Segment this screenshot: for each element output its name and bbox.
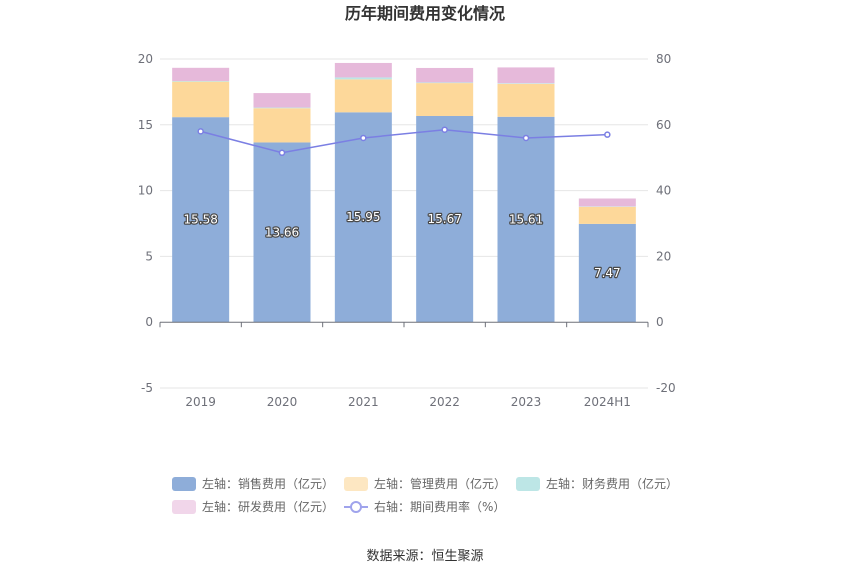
legend-label-expense-rate: 右轴：期间费用率（%） — [374, 500, 506, 514]
line-series — [197, 126, 611, 157]
bar-data-label: 13.66 — [265, 225, 299, 239]
data-labels: 15.58 13.66 15.95 15.67 15.61 7.47 — [182, 209, 622, 281]
bar-segment — [578, 223, 636, 323]
x-axis-tick-label: 2021 — [348, 395, 379, 409]
right-axis-tick-label: 60 — [656, 118, 671, 132]
bar-data-label: 15.67 — [427, 212, 461, 226]
bar-segment — [334, 77, 392, 80]
bar-segment — [334, 62, 392, 78]
bar-segment — [497, 83, 555, 84]
legend-swatch-sales — [172, 476, 196, 491]
bar-segment — [253, 107, 311, 109]
expense-rate-point — [360, 134, 367, 142]
expense-rate-point — [278, 149, 286, 157]
bar-segment — [172, 80, 230, 82]
source-note: 数据来源：恒生聚源 — [366, 549, 484, 564]
left-axis-tick-label: -5 — [141, 381, 153, 395]
bar-segment — [578, 198, 636, 207]
bar-segment — [172, 117, 230, 323]
right-axis-tick-label: 40 — [656, 184, 671, 198]
bar-data-label: 15.95 — [346, 210, 380, 224]
legend-item-expense-rate[interactable]: 右轴：期间费用率（%） — [344, 498, 505, 515]
right-axis-tick-label: 80 — [656, 52, 671, 66]
right-axis-tick-label: 0 — [656, 315, 664, 329]
bar-data-label: 15.58 — [183, 213, 217, 227]
legend-swatch-admin — [344, 476, 368, 491]
bar-segment — [334, 79, 392, 113]
chart-svg: 历年期间费用变化情况 -5 0 5 10 15 20 -20 0 20 40 60 80 2019 202… — [138, 4, 676, 409]
bar-segment — [172, 67, 230, 81]
right-axis-tick-label: -20 — [656, 381, 676, 395]
bar-segment — [497, 116, 555, 323]
legend-label-sales: 左轴：销售费用（亿元） — [202, 477, 335, 491]
bar-segment — [334, 112, 392, 323]
legend-swatch-finance — [516, 476, 540, 491]
bar-series — [172, 62, 636, 323]
bar-segment — [416, 82, 474, 84]
legend-item-rnd[interactable]: 左轴：研发费用（亿元） — [172, 498, 344, 515]
x-axis-tick-label: 2019 — [185, 395, 216, 409]
legend-label-rnd: 左轴：研发费用（亿元） — [202, 500, 335, 514]
axes: -5 0 5 10 15 20 -20 0 20 40 60 80 2019 2020 2021 2022 20… — [138, 52, 676, 409]
legend: 左轴：销售费用（亿元） 左轴：管理费用（亿元） 左轴：财务费用（亿元） 左轴：研… — [172, 472, 692, 518]
bar-segment — [497, 67, 555, 84]
legend-item-sales[interactable]: 左轴：销售费用（亿元） — [172, 475, 344, 492]
legend-line-icon — [344, 500, 368, 513]
bar-segment — [416, 115, 474, 323]
expense-rate-point — [197, 128, 204, 135]
expense-rate-line — [200, 128, 608, 154]
bar-segment — [172, 81, 230, 118]
left-axis-tick-label: 10 — [138, 184, 153, 198]
legend-item-admin[interactable]: 左轴：管理费用（亿元） — [344, 475, 516, 492]
legend-label-finance: 左轴：财务费用（亿元） — [546, 477, 679, 491]
expense-rate-point — [604, 131, 611, 138]
bar-data-label: 15.61 — [509, 212, 543, 226]
chart-title: 历年期间费用变化情况 — [345, 4, 505, 23]
right-axis-tick-label: 20 — [656, 249, 671, 263]
left-axis-tick-label: 20 — [138, 52, 153, 66]
left-axis-tick-label: 5 — [145, 249, 153, 263]
x-axis-tick-label: 2023 — [511, 395, 542, 409]
left-axis-tick-label: 15 — [138, 118, 153, 132]
x-axis-tick-label: 2022 — [429, 395, 460, 409]
left-axis-tick-label: 0 — [145, 315, 153, 329]
grid-lines — [160, 58, 648, 389]
legend-label-admin: 左轴：管理费用（亿元） — [374, 477, 507, 491]
expense-rate-point — [522, 134, 530, 142]
bar-data-label: 7.47 — [594, 266, 621, 280]
x-axis-tick-label: 2020 — [267, 395, 298, 409]
bar-segment — [253, 142, 311, 323]
bar-segment — [416, 83, 474, 116]
legend-swatch-rnd — [172, 499, 196, 514]
expense-rate-point — [441, 126, 448, 133]
bar-segment — [578, 206, 636, 224]
bar-segment — [416, 67, 474, 83]
legend-item-finance[interactable]: 左轴：财务费用（亿元） — [516, 475, 678, 492]
bar-segment — [497, 83, 555, 117]
x-axis-tick-label: 2024H1 — [584, 395, 631, 409]
bar-segment — [253, 108, 311, 143]
bar-segment — [253, 93, 311, 108]
